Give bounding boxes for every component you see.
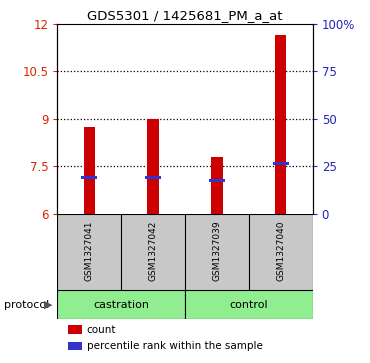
Bar	[68, 325, 82, 334]
Bar	[275, 35, 286, 214]
Text: percentile rank within the sample: percentile rank within the sample	[87, 341, 263, 351]
Bar	[81, 176, 97, 179]
Text: GSM1327040: GSM1327040	[276, 220, 285, 281]
FancyBboxPatch shape	[57, 214, 313, 290]
Text: GSM1327041: GSM1327041	[85, 220, 94, 281]
Text: GSM1327039: GSM1327039	[212, 220, 221, 281]
Bar	[209, 179, 225, 182]
Bar	[145, 176, 161, 179]
Bar	[211, 157, 223, 214]
Bar	[147, 119, 159, 214]
Text: ▶: ▶	[44, 299, 52, 310]
Text: control: control	[229, 299, 268, 310]
Bar	[68, 342, 82, 350]
FancyBboxPatch shape	[57, 290, 185, 319]
Title: GDS5301 / 1425681_PM_a_at: GDS5301 / 1425681_PM_a_at	[87, 9, 283, 23]
Text: protocol: protocol	[4, 299, 49, 310]
Bar	[84, 127, 95, 214]
Text: GSM1327042: GSM1327042	[149, 220, 158, 281]
Text: count: count	[87, 325, 116, 335]
Text: castration: castration	[93, 299, 149, 310]
Bar	[273, 162, 289, 165]
FancyBboxPatch shape	[185, 290, 313, 319]
